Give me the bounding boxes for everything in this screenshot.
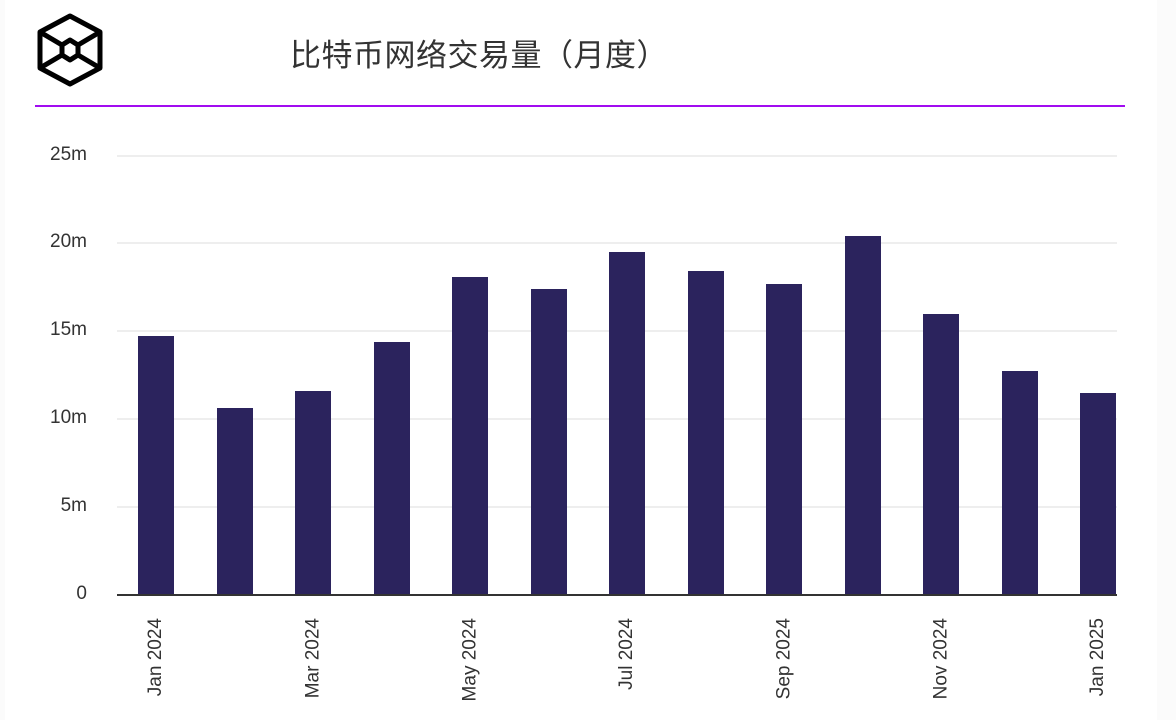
- x-axis-tick-text: Jan 2025: [1087, 618, 1108, 697]
- y-axis-tick-label: 10m: [50, 406, 87, 428]
- gridline: [117, 154, 1117, 157]
- gridline: [117, 242, 1117, 245]
- bar-sep-2024[interactable]: [766, 283, 802, 595]
- bar-may-2024[interactable]: [452, 276, 488, 595]
- x-axis-tick-label: May 2024: [459, 618, 480, 718]
- bar-jan-2025[interactable]: [1080, 392, 1116, 595]
- bar-jan-2024[interactable]: [138, 336, 174, 595]
- x-axis-tick-text: Sep 2024: [773, 618, 794, 700]
- y-axis-tick-label: 25m: [50, 143, 87, 165]
- bar-feb-2024[interactable]: [216, 408, 253, 595]
- x-axis-tick-label: Jul 2024: [616, 618, 637, 718]
- bar-nov-2024[interactable]: [923, 313, 959, 595]
- y-axis-tick-label: 5m: [60, 494, 87, 516]
- y-axis-tick-label: 0: [76, 582, 87, 604]
- left-edge: [0, 0, 5, 720]
- x-axis-tick-text: Mar 2024: [302, 618, 323, 699]
- x-axis-tick-label: Jan 2025: [1087, 618, 1108, 718]
- chart-title: 比特币网络交易量（月度）: [290, 38, 668, 74]
- bar-mar-2024[interactable]: [295, 390, 331, 595]
- x-axis-tick-text: Nov 2024: [930, 618, 951, 700]
- hexagon-cube-logo-icon: [37, 13, 103, 87]
- bar-dec-2024[interactable]: [1001, 371, 1038, 595]
- x-axis-tick-label: Jan 2024: [145, 618, 166, 718]
- x-axis-line: [117, 594, 1117, 596]
- bar-oct-2024[interactable]: [844, 236, 881, 595]
- bar-aug-2024[interactable]: [687, 271, 724, 595]
- x-axis-tick-label: Nov 2024: [930, 618, 951, 718]
- y-axis-tick-label: 20m: [50, 231, 87, 253]
- x-axis-tick-text: Jul 2024: [616, 618, 637, 690]
- title-divider: [35, 105, 1125, 107]
- x-axis-tick-text: May 2024: [459, 618, 480, 702]
- bar-jun-2024[interactable]: [530, 288, 567, 595]
- bar-apr-2024[interactable]: [373, 341, 410, 595]
- right-edge: [1157, 0, 1176, 720]
- bar-jul-2024[interactable]: [609, 252, 645, 595]
- x-axis-tick-text: Jan 2024: [145, 618, 166, 697]
- x-axis-tick-label: Mar 2024: [302, 618, 323, 718]
- y-axis-tick-label: 15m: [50, 319, 87, 341]
- x-axis-tick-label: Sep 2024: [773, 618, 794, 718]
